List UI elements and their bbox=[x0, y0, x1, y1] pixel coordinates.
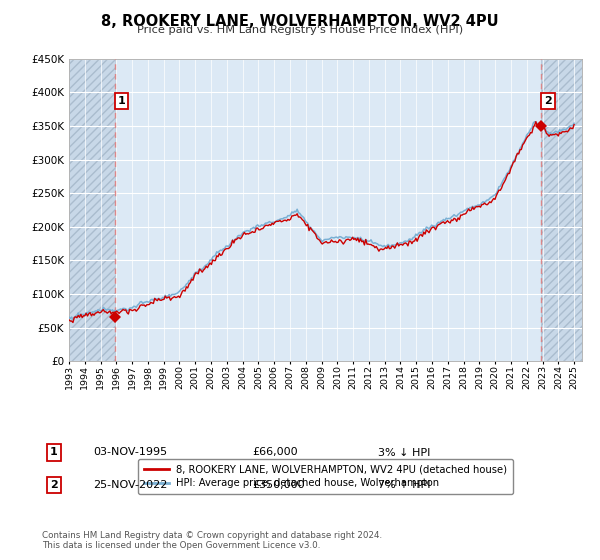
Text: 1: 1 bbox=[50, 447, 58, 458]
Bar bbox=[69, 59, 115, 361]
Text: 03-NOV-1995: 03-NOV-1995 bbox=[93, 447, 167, 458]
Bar bbox=[541, 59, 582, 361]
Text: Price paid vs. HM Land Registry's House Price Index (HPI): Price paid vs. HM Land Registry's House … bbox=[137, 25, 463, 35]
Text: £66,000: £66,000 bbox=[252, 447, 298, 458]
Text: 2: 2 bbox=[544, 96, 552, 106]
Text: 7% ↑ HPI: 7% ↑ HPI bbox=[378, 480, 431, 490]
Text: £350,000: £350,000 bbox=[252, 480, 305, 490]
Text: 25-NOV-2022: 25-NOV-2022 bbox=[93, 480, 167, 490]
Bar bbox=[69, 59, 115, 361]
Text: 3% ↓ HPI: 3% ↓ HPI bbox=[378, 447, 430, 458]
Bar bbox=[541, 59, 582, 361]
Text: 8, ROOKERY LANE, WOLVERHAMPTON, WV2 4PU: 8, ROOKERY LANE, WOLVERHAMPTON, WV2 4PU bbox=[101, 14, 499, 29]
Text: 1: 1 bbox=[118, 96, 125, 106]
Legend: 8, ROOKERY LANE, WOLVERHAMPTON, WV2 4PU (detached house), HPI: Average price, de: 8, ROOKERY LANE, WOLVERHAMPTON, WV2 4PU … bbox=[138, 459, 513, 494]
Text: Contains HM Land Registry data © Crown copyright and database right 2024.
This d: Contains HM Land Registry data © Crown c… bbox=[42, 530, 382, 550]
Text: 2: 2 bbox=[50, 480, 58, 490]
